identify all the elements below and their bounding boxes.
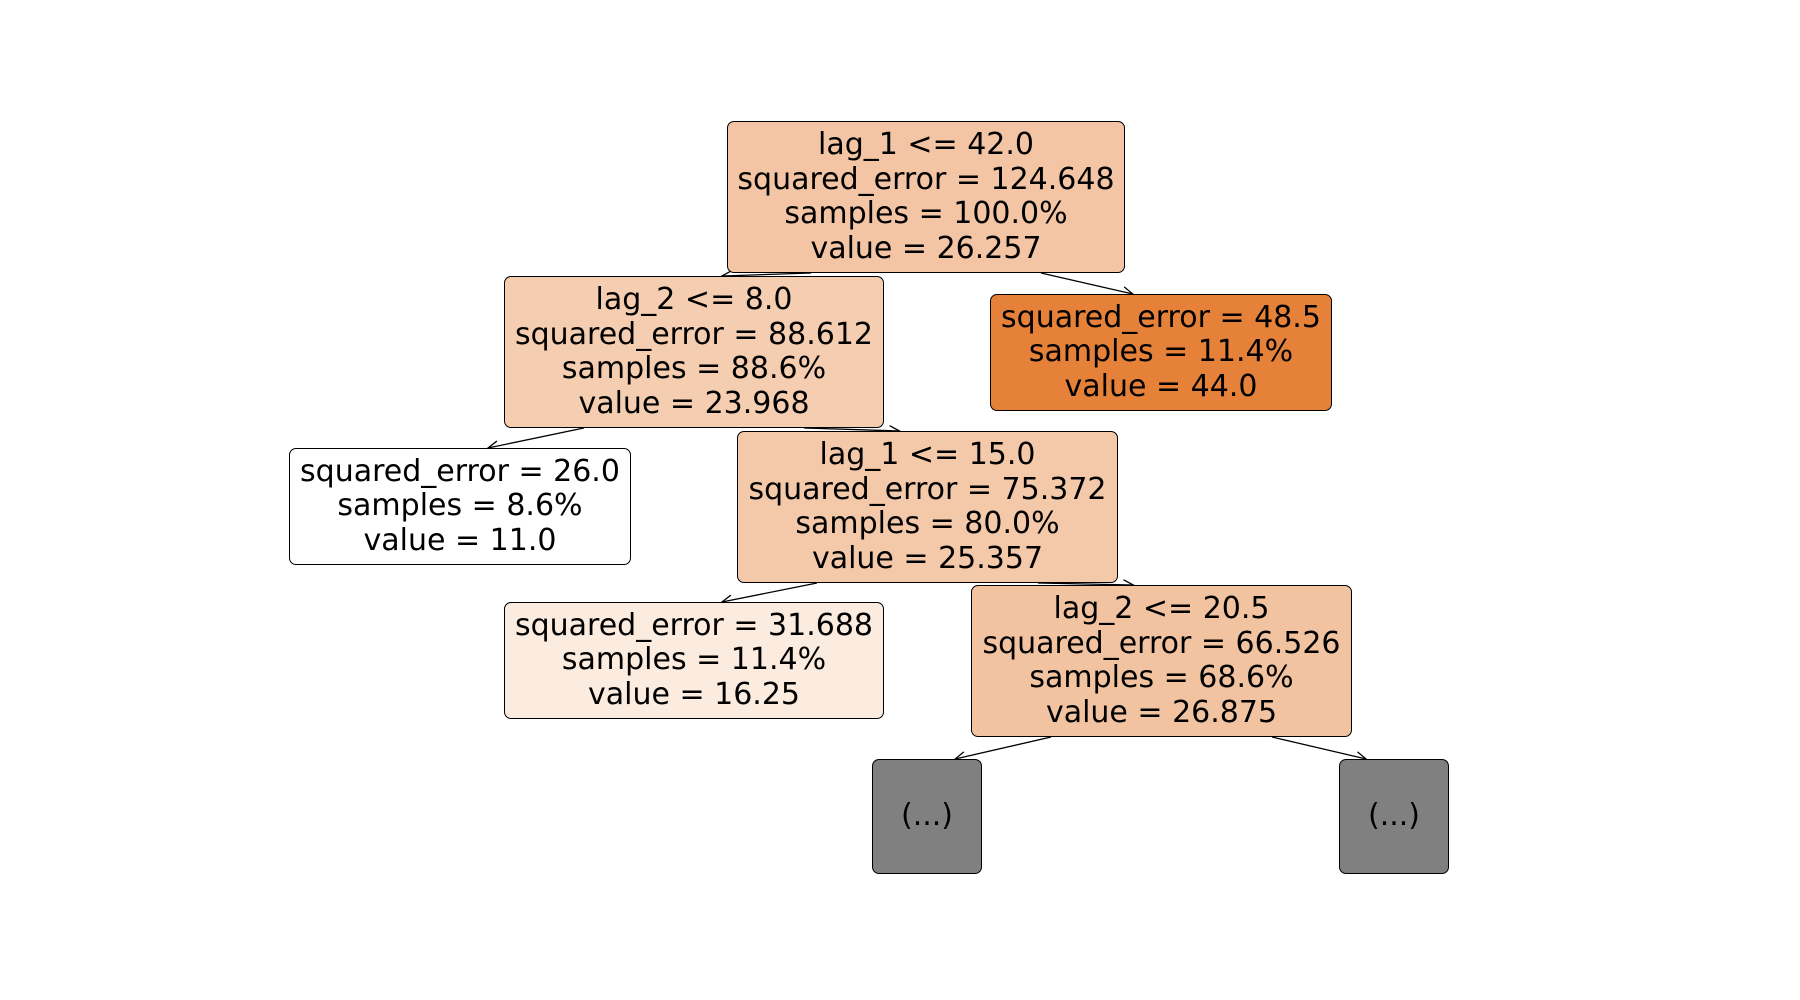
tree-leaf-value-16-25: squared_error = 31.688 samples = 11.4% v… [504,602,884,719]
tree-edge-n0-n1 [722,273,812,276]
node-samples: samples = 100.0% [784,196,1068,231]
node-squared-error: squared_error = 75.372 [748,471,1107,507]
node-split-condition: lag_2 <= 8.0 [595,282,793,317]
node-value: value = 26.257 [810,230,1042,266]
node-samples: samples = 11.4% [1028,334,1294,370]
node-squared-error: squared_error = 66.526 [982,625,1341,661]
node-samples: samples = 8.6% [337,488,583,524]
node-squared-error: squared_error = 88.612 [514,316,874,352]
tree-edge-n0-n8 [1040,272,1133,294]
tree-edge-n5-n7 [1271,736,1366,759]
tree-leaf-value-44: squared_error = 48.5 samples = 11.4% val… [990,294,1332,411]
tree-edge-n1-n3 [804,428,899,431]
tree-edge-n3-n5 [1037,583,1133,585]
node-value: value = 23.968 [578,385,810,421]
node-squared-error: squared_error = 26.0 [300,453,620,489]
node-samples: samples = 11.4% [561,642,827,678]
node-truncated-label: (...) [900,798,954,834]
node-squared-error: squared_error = 31.688 [514,607,874,643]
tree-node-lag2-le-8: lag_2 <= 8.0 squared_error = 88.612 samp… [504,276,884,428]
node-value: value = 26.875 [1045,694,1278,730]
node-split-condition: lag_2 <= 20.5 [1053,591,1270,626]
tree-node-lag1-le-15: lag_1 <= 15.0 squared_error = 75.372 sam… [737,431,1118,583]
node-split-condition: lag_1 <= 42.0 [818,127,1034,162]
node-split-condition: lag_1 <= 15.0 [819,437,1036,472]
node-squared-error: squared_error = 48.5 [1001,299,1321,335]
node-samples: samples = 88.6% [561,351,827,386]
node-value: value = 44.0 [1064,368,1258,404]
tree-node-truncated-right: (...) [1339,759,1449,874]
node-value: value = 25.357 [811,540,1044,576]
tree-node-lag2-le-20-5: lag_2 <= 20.5 squared_error = 66.526 sam… [971,585,1352,737]
node-samples: samples = 80.0% [795,506,1060,541]
node-squared-error: squared_error = 124.648 [737,161,1115,197]
tree-node-truncated-left: (...) [872,759,982,874]
tree-edge-n5-n6 [955,736,1052,759]
node-value: value = 16.25 [587,676,801,712]
node-samples: samples = 68.6% [1029,660,1294,695]
tree-leaf-value-11: squared_error = 26.0 samples = 8.6% valu… [289,448,631,565]
tree-node-root: lag_1 <= 42.0 squared_error = 124.648 sa… [727,121,1125,273]
tree-edge-n1-n2 [488,427,584,448]
node-value: value = 11.0 [363,522,557,558]
node-truncated-label: (...) [1367,798,1421,834]
tree-edge-n3-n4 [722,582,818,602]
